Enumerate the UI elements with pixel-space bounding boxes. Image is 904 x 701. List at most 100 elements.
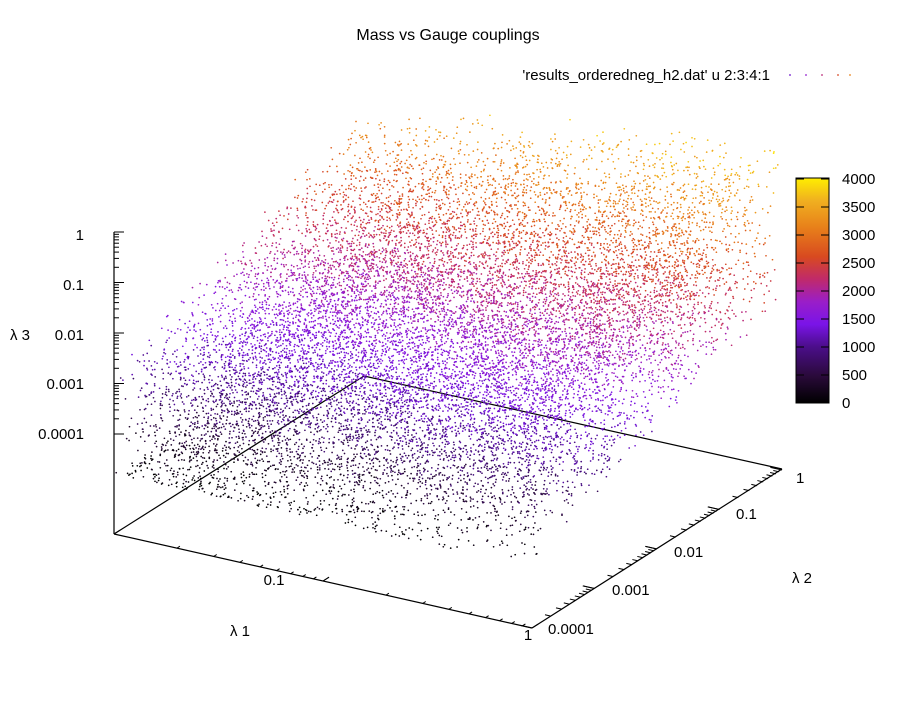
scatter-point [447, 209, 450, 211]
scatter-point [201, 311, 204, 314]
scatter-point [637, 259, 640, 261]
scatter-point [448, 173, 451, 176]
scatter-point [276, 336, 279, 339]
scatter-point [694, 319, 697, 322]
scatter-point [684, 268, 687, 270]
scatter-point [301, 398, 304, 401]
scatter-point [434, 189, 437, 192]
scatter-point [255, 466, 257, 469]
scatter-point [583, 383, 586, 386]
scatter-point [533, 325, 536, 328]
scatter-point [651, 393, 653, 396]
scatter-point [526, 482, 528, 484]
scatter-point [597, 362, 600, 365]
axis-tick [276, 568, 280, 571]
scatter-point [331, 462, 334, 465]
scatter-point [750, 296, 753, 299]
scatter-point [577, 216, 580, 218]
scatter-point [435, 469, 437, 472]
scatter-point [566, 145, 569, 148]
scatter-point [321, 341, 324, 344]
scatter-point [337, 241, 340, 243]
scatter-point [358, 273, 361, 276]
scatter-point [431, 267, 434, 270]
scatter-point [220, 356, 223, 359]
scatter-point [559, 396, 562, 399]
scatter-point [353, 361, 355, 364]
scatter-point [313, 335, 316, 337]
scatter-point [569, 336, 572, 339]
scatter-point [593, 330, 596, 332]
scatter-point [598, 234, 601, 237]
scatter-point [663, 379, 666, 382]
scatter-point [296, 328, 298, 330]
scatter-point [282, 307, 284, 310]
axis-tick [637, 555, 644, 559]
scatter-point [646, 293, 649, 296]
scatter-point [382, 310, 385, 313]
scatter-point [427, 145, 430, 148]
scatter-point [424, 481, 427, 484]
scatter-point [677, 375, 679, 378]
scatter-point [368, 458, 371, 460]
scatter-point [507, 480, 510, 482]
scatter-point [452, 256, 455, 259]
scatter-point [534, 460, 537, 463]
scatter-point [382, 187, 384, 190]
scatter-point [437, 399, 440, 401]
scatter-point [643, 266, 646, 269]
scatter-point [367, 215, 369, 218]
scatter-point [415, 351, 418, 354]
scatter-point [431, 233, 434, 236]
scatter-point [422, 373, 424, 375]
scatter-point [374, 194, 377, 197]
scatter-point [714, 247, 717, 249]
scatter-point [678, 308, 681, 311]
scatter-point [568, 367, 571, 369]
scatter-point [355, 228, 358, 231]
scatter-point [476, 280, 479, 283]
scatter-point [223, 482, 226, 485]
scatter-point [599, 140, 601, 142]
scatter-point [305, 496, 308, 499]
scatter-point [459, 140, 462, 143]
scatter-point [577, 304, 580, 306]
scatter-point [541, 463, 544, 466]
scatter-point [475, 282, 477, 285]
scatter-point [390, 375, 393, 377]
scatter-point [443, 342, 446, 345]
scatter-point [436, 356, 439, 359]
scatter-point [327, 395, 330, 398]
scatter-point [473, 222, 476, 225]
scatter-point [506, 355, 508, 358]
scatter-point [561, 259, 563, 261]
scatter-point [602, 353, 605, 356]
scatter-point [424, 446, 427, 449]
scatter-point [608, 278, 611, 280]
scatter-point [400, 399, 403, 401]
scatter-point [579, 350, 581, 352]
scatter-point [218, 485, 220, 488]
scatter-point [231, 389, 233, 391]
scatter-point [520, 443, 523, 445]
scatter-point [650, 419, 652, 421]
scatter-point [487, 469, 489, 472]
scatter-point [318, 230, 320, 233]
scatter-point [632, 344, 635, 347]
scatter-point [515, 333, 518, 336]
scatter-point [728, 267, 730, 270]
scatter-point [494, 255, 497, 257]
scatter-point [659, 263, 661, 266]
scatter-point [455, 394, 458, 396]
scatter-point [684, 217, 686, 220]
scatter-point [342, 153, 345, 155]
scatter-point [242, 341, 244, 344]
scatter-point [266, 277, 269, 280]
scatter-point [248, 439, 251, 442]
scatter-point [502, 259, 504, 261]
scatter-point [421, 275, 424, 278]
scatter-point [256, 277, 258, 280]
scatter-point [438, 454, 441, 457]
scatter-point [558, 165, 561, 167]
scatter-point [601, 283, 603, 285]
